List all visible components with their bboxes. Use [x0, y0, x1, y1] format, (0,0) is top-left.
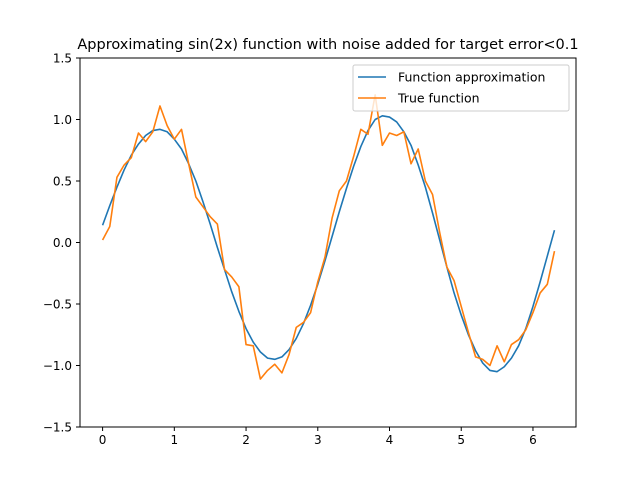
x-tick-label: 1 [171, 433, 179, 447]
x-tick-label: 5 [457, 433, 465, 447]
x-axis: 0 1 2 3 4 5 6 [99, 427, 537, 447]
x-tick-label: 4 [386, 433, 394, 447]
legend: Function approximation True function [352, 64, 570, 112]
x-tick-label: 2 [242, 433, 250, 447]
y-tick-label: 1.0 [53, 113, 72, 127]
y-tick-label: −0.5 [43, 298, 72, 312]
legend-box [352, 64, 570, 112]
series-line-1 [101, 115, 556, 373]
x-tick-label: 3 [314, 433, 322, 447]
y-tick-label: 0.0 [53, 236, 72, 250]
x-tick-label: 0 [99, 433, 107, 447]
y-axis: −1.5 −1.0 −0.5 0.0 0.5 1.0 1.5 [43, 52, 80, 435]
y-tick-label: −1.5 [43, 421, 72, 435]
series-line-2 [101, 94, 556, 380]
y-tick-label: 1.5 [53, 52, 72, 66]
chart-title: Approximating sin(2x) function with nois… [77, 37, 578, 53]
series-layer [101, 94, 556, 380]
y-tick-label: −1.0 [43, 359, 72, 373]
y-tick-label: 0.5 [53, 175, 72, 189]
legend-label-1: Function approximation [398, 70, 545, 85]
legend-label-2: True function [397, 91, 480, 106]
x-tick-label: 6 [529, 433, 537, 447]
